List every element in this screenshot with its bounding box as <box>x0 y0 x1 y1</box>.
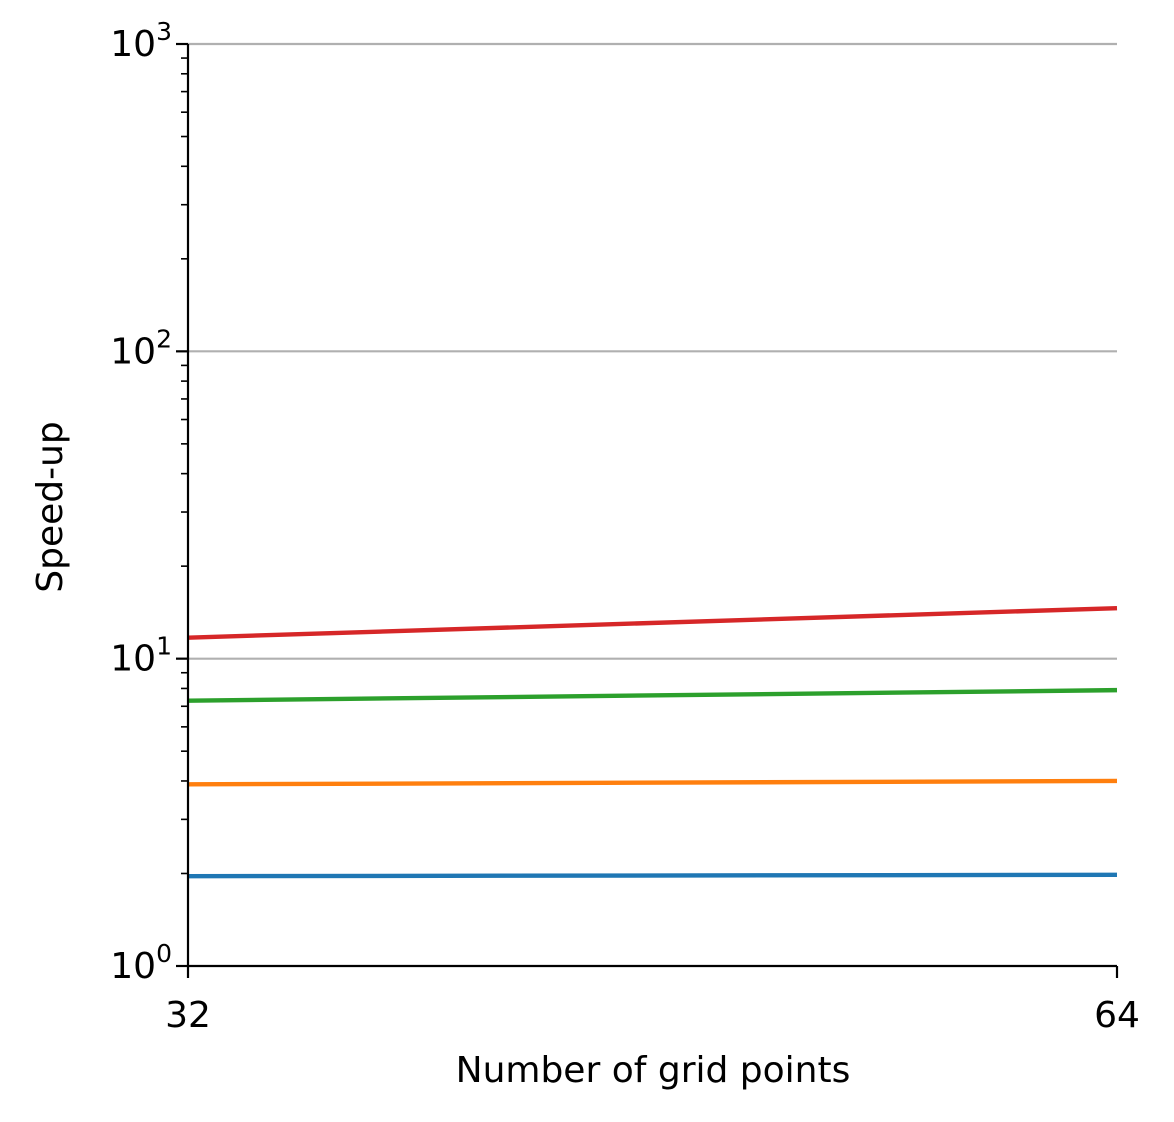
x-tick-label: 64 <box>1094 995 1140 1036</box>
series-lines <box>187 605 1118 879</box>
y-tick-label: 102 <box>110 324 172 372</box>
y-axis-label: Speed-up <box>30 421 71 593</box>
y-minor-ticks <box>181 57 188 875</box>
y-tick-label: 101 <box>110 632 172 680</box>
series-line-4 <box>187 605 1118 640</box>
y-tick-labels: 100 101 102 103 <box>110 17 188 987</box>
series-line-1 <box>187 872 1118 879</box>
x-axis-label: Number of grid points <box>456 1050 851 1091</box>
y-tick-label: 103 <box>110 17 172 65</box>
y-tick-label: 100 <box>110 939 172 987</box>
grid-lines <box>188 42 1117 660</box>
x-tick-labels: 32 64 <box>165 966 1140 1036</box>
series-line-2 <box>187 778 1118 787</box>
series-line-3 <box>187 687 1118 703</box>
x-tick-label: 32 <box>165 995 211 1036</box>
